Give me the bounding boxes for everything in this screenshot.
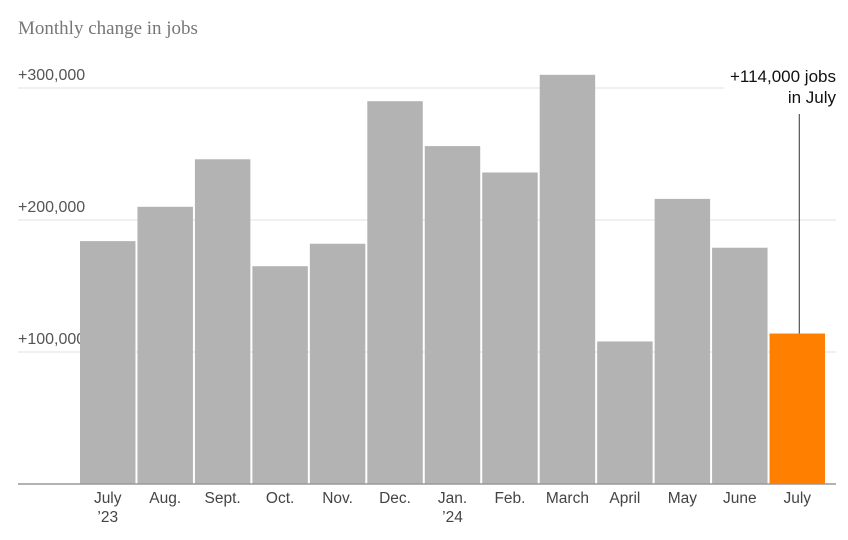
bar	[309, 243, 366, 484]
bar	[424, 146, 481, 484]
bar	[252, 266, 308, 484]
y-tick-label: +200,000	[18, 199, 85, 216]
y-tick-label: +300,000	[18, 67, 85, 84]
x-tick-label: April	[609, 490, 641, 507]
x-tick-label: Sept.	[204, 490, 241, 507]
y-tick-label: +100,000	[18, 331, 85, 348]
chart-title: Monthly change in jobs	[18, 18, 198, 39]
x-tick-label: March	[545, 490, 589, 507]
annotation: +114,000 jobs in July	[723, 66, 836, 108]
bar	[597, 341, 653, 484]
x-tick-label: Nov.	[322, 490, 353, 507]
x-tick-label: Aug.	[149, 490, 182, 507]
x-tick-label: Feb.	[494, 490, 526, 507]
x-tick-label: June	[722, 490, 757, 507]
bar	[137, 206, 193, 485]
bar	[482, 172, 538, 485]
x-tick-label: July ’23	[93, 490, 122, 526]
x-tick-label: Oct.	[265, 490, 295, 507]
bar	[367, 101, 423, 484]
bar	[194, 159, 251, 484]
bar	[80, 241, 136, 484]
bar	[712, 247, 768, 484]
x-tick-label: Jan. ’24	[437, 490, 468, 526]
x-tick-label: Dec.	[379, 490, 411, 507]
bar	[539, 74, 596, 485]
bar	[769, 333, 825, 484]
x-tick-label: May	[667, 490, 697, 507]
x-tick-label: July	[783, 490, 812, 507]
bar	[654, 198, 711, 484]
